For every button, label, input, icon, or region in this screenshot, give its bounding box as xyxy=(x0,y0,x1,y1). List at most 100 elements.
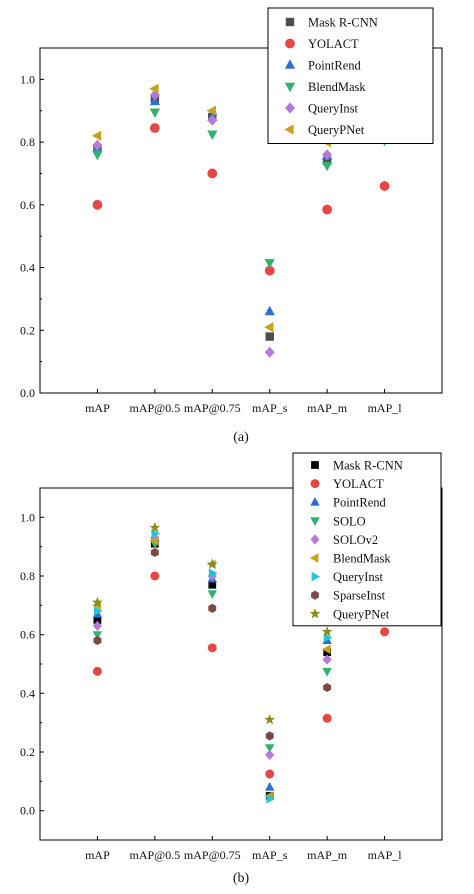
point-solov2-map-m xyxy=(322,654,332,665)
x-tick-label-map: mAP xyxy=(85,848,110,862)
legend-label-mask-r-cnn: Mask R-CNN xyxy=(308,16,378,30)
legend-label-pointrend: PointRend xyxy=(333,496,387,510)
point-pointrend-map-s xyxy=(264,781,275,791)
point-queryinst-map-0-5 xyxy=(151,528,161,539)
legend-marker-queryinst xyxy=(311,571,321,582)
point-queryinst-map-s xyxy=(264,346,275,358)
y-tick-label: 0.6 xyxy=(20,628,35,642)
point-pointrend-map-s xyxy=(264,305,275,316)
x-tick-label-map-0-5: mAP@0.5 xyxy=(129,848,180,862)
legend-label-yolact: YOLACT xyxy=(308,37,359,51)
legend-label-querypnet: QueryPNet xyxy=(333,607,390,621)
y-tick-label: 1.0 xyxy=(20,510,35,524)
point-querypnet-map-0-75 xyxy=(206,558,218,569)
y-tick-label: 0.8 xyxy=(20,569,35,583)
legend-marker-blendmask xyxy=(309,553,319,563)
point-blendmask-map-0-5 xyxy=(149,536,159,546)
point-querypnet-map xyxy=(91,130,102,141)
legend-label-sparseinst: SparseInst xyxy=(333,589,386,603)
series-yolact xyxy=(92,123,390,276)
x-tick-label-map-m: mAP_m xyxy=(307,401,348,415)
legend-marker-solov2 xyxy=(310,534,320,545)
point-mask-r-cnn-map-s xyxy=(265,332,274,341)
point-yolact-map xyxy=(92,666,102,676)
legend-label-mask-r-cnn: Mask R-CNN xyxy=(333,459,403,473)
x-tick-label-map: mAP xyxy=(85,401,110,415)
y-tick-label: 0.4 xyxy=(20,261,35,275)
panel-a-legend: Mask R-CNN YOLACT PointRend BlendMask QueryI… xyxy=(267,7,434,144)
y-tick-label: 0.8 xyxy=(20,135,35,149)
point-yolact-map-0-5 xyxy=(150,571,160,581)
point-solo-map-0-75 xyxy=(207,590,218,599)
x-tick-label-map-l: mAP_l xyxy=(368,848,403,862)
legend-label-querypnet: QueryPNet xyxy=(308,123,365,137)
x-tick-label-map-s: mAP_s xyxy=(252,848,288,862)
point-queryinst-map-0-75 xyxy=(208,568,218,578)
legend-marker-querypnet xyxy=(284,124,294,135)
point-querypnet-map-s xyxy=(264,714,276,725)
x-tick-label-map-0-75: mAP@0.75 xyxy=(184,848,241,862)
legend-label-queryinst: QueryInst xyxy=(308,102,359,116)
legend-label-solo: SOLO xyxy=(333,514,366,528)
point-blendmask-map-s xyxy=(264,259,275,269)
y-tick-label: 0.4 xyxy=(20,686,35,700)
point-pointrend-map-0-5 xyxy=(149,95,161,106)
point-queryinst-map-0-75 xyxy=(207,114,218,126)
y-tick-label: 0.0 xyxy=(20,386,35,400)
y-tick-label: 0.0 xyxy=(20,804,35,818)
point-yolact-map-l xyxy=(380,627,390,637)
legend-marker-querypnet xyxy=(309,608,321,619)
legend-marker-yolact xyxy=(310,479,320,489)
point-solov2-map xyxy=(92,620,103,631)
series-yolact xyxy=(92,571,390,779)
point-blendmask-map-m xyxy=(321,644,331,655)
x-tick-label-map-0-75: mAP@0.75 xyxy=(184,401,241,415)
point-yolact-map-s xyxy=(265,769,275,779)
point-blendmask-map-0-75 xyxy=(207,130,218,140)
point-yolact-map-l xyxy=(379,181,390,191)
legend-label-solov2: SOLOv2 xyxy=(333,533,378,547)
panel-b-legend: Mask R-CNN YOLACT PointRend SOLO SOLOv2 Blend… xyxy=(292,452,442,627)
panel-a-caption: (a) xyxy=(233,430,249,445)
legend-marker-pointrend xyxy=(310,496,320,506)
legend-marker-sparseinst xyxy=(311,590,319,600)
legend-label-yolact: YOLACT xyxy=(333,477,384,491)
point-sparseinst-map-m xyxy=(323,682,332,693)
point-sparseinst-map-s xyxy=(265,731,274,741)
point-blendmask-map-0-5 xyxy=(149,108,161,119)
legend-marker-mask-r-cnn xyxy=(285,17,295,27)
point-sparseinst-map-0-5 xyxy=(150,547,159,558)
point-yolact-map-m xyxy=(322,204,333,215)
point-blendmask-map xyxy=(92,150,103,161)
legend-marker-yolact xyxy=(285,38,295,49)
legend-marker-pointrend xyxy=(284,59,296,69)
legend-box xyxy=(267,7,434,144)
point-yolact-map xyxy=(92,199,103,210)
point-yolact-map-0-75 xyxy=(207,168,218,179)
point-solo-map-m xyxy=(322,667,332,677)
legend-marker-solo xyxy=(310,517,320,527)
legend-label-queryinst: QueryInst xyxy=(333,570,384,584)
x-tick-label-map-s: mAP_s xyxy=(252,401,288,415)
point-yolact-map-m xyxy=(322,713,332,723)
legend-label-blendmask: BlendMask xyxy=(308,80,366,94)
y-tick-label: 0.2 xyxy=(20,323,35,337)
point-querypnet-map-s xyxy=(264,321,274,333)
y-tick-label: 0.6 xyxy=(20,198,35,212)
point-queryinst-map-m xyxy=(322,149,333,161)
y-tick-label: 1.0 xyxy=(20,72,35,86)
x-tick-label-map-0-5: mAP@0.5 xyxy=(129,401,180,415)
x-tick-label-map-m: mAP_m xyxy=(307,848,348,862)
panel-a-plot-frame xyxy=(39,47,443,394)
point-solo-map xyxy=(92,631,103,640)
point-blendmask-map-m xyxy=(321,161,333,172)
point-querypnet-map xyxy=(91,596,103,608)
point-querypnet-map-0-5 xyxy=(149,521,161,533)
point-solo-map-s xyxy=(264,744,275,753)
legend-marker-queryinst xyxy=(284,102,296,114)
panel-a: 0.0 0.2 0.4 0.6 0.8 1.0 mAP mAP@0.5 mAP@0.75 mAP_… xyxy=(20,7,443,445)
x-tick-label-map-l: mAP_l xyxy=(368,401,403,415)
point-querypnet-map-0-75 xyxy=(206,105,216,116)
point-solov2-map-s xyxy=(265,749,275,761)
point-queryinst-map xyxy=(92,139,103,151)
